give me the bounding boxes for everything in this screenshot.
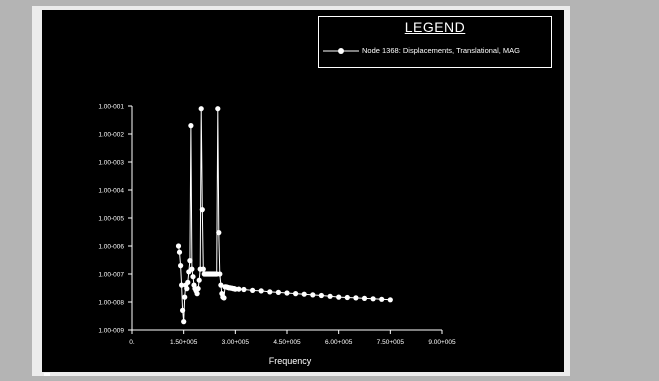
data-point bbox=[284, 290, 290, 296]
series-layer bbox=[175, 106, 393, 325]
data-point bbox=[176, 249, 183, 255]
data-point bbox=[318, 292, 324, 299]
data-point bbox=[217, 271, 223, 277]
data-point bbox=[310, 292, 316, 298]
data-point bbox=[179, 282, 185, 288]
data-point bbox=[200, 266, 206, 272]
data-point bbox=[194, 291, 200, 297]
data-point bbox=[275, 289, 281, 295]
series-line bbox=[178, 108, 391, 322]
data-point bbox=[218, 282, 224, 288]
data-point bbox=[336, 294, 342, 300]
data-point bbox=[180, 307, 186, 313]
data-point bbox=[327, 293, 333, 299]
x-tick-label: 6.00+005 bbox=[325, 339, 353, 346]
y-tick-label: 1.00-004 bbox=[98, 188, 124, 195]
data-point bbox=[196, 277, 202, 283]
y-tick-label: 1.00-003 bbox=[98, 160, 124, 167]
data-point bbox=[178, 263, 184, 269]
data-point bbox=[387, 297, 393, 303]
y-tick-label: 1.00-001 bbox=[98, 104, 124, 111]
y-tick-label: 1.00-009 bbox=[98, 328, 124, 335]
data-point bbox=[215, 106, 221, 112]
data-point bbox=[185, 279, 191, 285]
y-tick-label: 1.00-007 bbox=[98, 272, 124, 279]
data-point bbox=[344, 294, 350, 301]
data-point bbox=[189, 266, 195, 272]
data-point bbox=[190, 274, 196, 280]
data-point bbox=[361, 295, 368, 301]
frequency-response-chart: 1.00-009 1.00-008 1.00-007 1.00-006 1.00-005… bbox=[98, 104, 456, 367]
data-point bbox=[188, 123, 194, 129]
corner-mark bbox=[44, 373, 50, 376]
data-point bbox=[184, 286, 190, 292]
data-point bbox=[187, 258, 193, 264]
x-tick-label: 3.00+005 bbox=[222, 339, 250, 346]
legend-entry: Node 1368: Displacements, Translational,… bbox=[323, 46, 520, 55]
data-point bbox=[195, 286, 201, 292]
data-point bbox=[199, 207, 205, 213]
y-tick-label: 1.00-006 bbox=[98, 244, 124, 251]
data-point bbox=[181, 319, 187, 325]
data-point bbox=[370, 296, 376, 302]
data-point bbox=[301, 291, 307, 297]
legend-swatch-icon bbox=[323, 47, 359, 54]
y-tick-label: 1.00-002 bbox=[98, 132, 124, 139]
data-point bbox=[267, 289, 273, 295]
x-tick-label: 9.00+005 bbox=[428, 339, 456, 346]
legend: LEGEND Node 1368: Displacements, Transla… bbox=[318, 16, 552, 68]
data-point bbox=[216, 230, 222, 236]
data-point bbox=[221, 295, 227, 301]
data-point bbox=[250, 287, 256, 293]
x-tick-label: 1.50+005 bbox=[170, 339, 198, 346]
legend-entry-label: Node 1368: Displacements, Translational,… bbox=[362, 46, 520, 55]
y-tick-label: 1.00-008 bbox=[98, 300, 124, 307]
data-point bbox=[182, 294, 188, 300]
y-tick-label: 1.00-005 bbox=[98, 216, 124, 223]
x-tick-label: 7.50+005 bbox=[377, 339, 405, 346]
axes: 1.00-009 1.00-008 1.00-007 1.00-006 1.00-005… bbox=[98, 104, 456, 347]
data-point bbox=[293, 291, 299, 297]
data-point bbox=[258, 288, 264, 294]
data-point bbox=[236, 286, 242, 292]
plot-window: 1.00-009 1.00-008 1.00-007 1.00-006 1.00-005… bbox=[42, 10, 564, 372]
data-point bbox=[198, 106, 204, 112]
x-tick-label: 4.50+005 bbox=[273, 339, 301, 346]
data-point bbox=[353, 295, 359, 301]
data-point bbox=[379, 296, 385, 302]
data-point bbox=[175, 243, 182, 249]
x-axis-label: Frequency bbox=[269, 356, 312, 366]
data-point bbox=[241, 286, 247, 293]
legend-title: LEGEND bbox=[404, 19, 466, 35]
x-tick-label: 0. bbox=[129, 339, 135, 346]
